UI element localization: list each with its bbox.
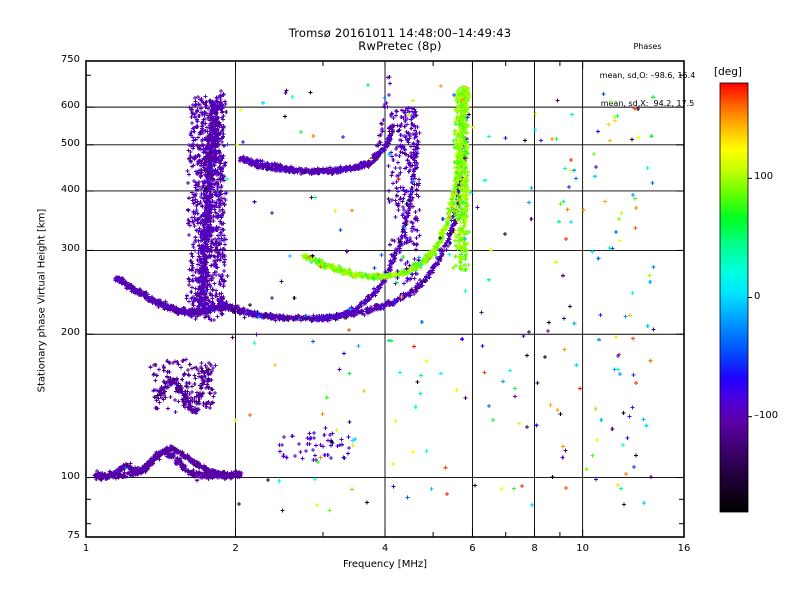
x-tick-label: 1 (72, 543, 100, 554)
x-tick-label: 2 (222, 543, 250, 554)
axes-frame (85, 60, 685, 538)
y-tick-label: 500 (42, 138, 80, 149)
plot-subtitle: RwPretec (8p) (0, 39, 800, 53)
x-tick-label: 8 (521, 543, 549, 554)
colorbar (719, 82, 752, 513)
colorbar-gradient (719, 82, 749, 513)
colorbar-tick-label: 100 (754, 171, 773, 182)
plot-title: Tromsø 20161011 14:48:00–14:49:43 (0, 26, 800, 40)
y-tick-label: 300 (42, 243, 80, 254)
phase-stats-o-line: mean, sd,O: –98.6, 15.4 (560, 71, 735, 81)
x-tick-label: 16 (670, 543, 698, 554)
phase-stats-heading: Phases (560, 42, 735, 52)
y-tick-label: 75 (42, 530, 80, 541)
colorbar-unit-label: [deg] (714, 66, 742, 78)
y-tick-label: 100 (42, 471, 80, 482)
x-tick-label: 6 (458, 543, 486, 554)
colorbar-tick-label: –100 (754, 410, 778, 421)
phase-stats-block: Phases mean, sd,O: –98.6, 15.4 mean, sd,… (560, 23, 735, 128)
data-points (92, 75, 656, 513)
x-tick-label: 4 (371, 543, 399, 554)
y-tick-label: 400 (42, 184, 80, 195)
x-tick-label: 10 (569, 543, 597, 554)
y-tick-label: 750 (42, 54, 80, 65)
y-tick-label: 600 (42, 100, 80, 111)
x-axis-label: Frequency [MHz] (86, 559, 684, 570)
y-tick-label: 200 (42, 327, 80, 338)
phase-stats-x-line: mean, sd,X: 94.2, 17.5 (560, 99, 735, 109)
colorbar-tick-label: 0 (754, 291, 760, 302)
